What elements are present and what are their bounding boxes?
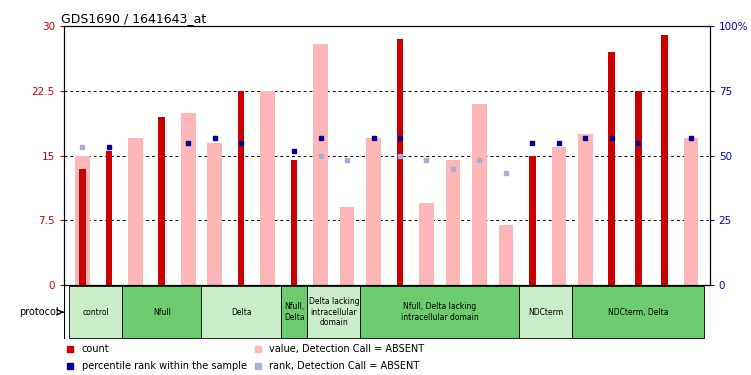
Text: Nfull, Delta lacking
intracellular domain: Nfull, Delta lacking intracellular domai… <box>401 303 478 322</box>
Bar <box>519 286 572 338</box>
Bar <box>313 44 328 285</box>
Text: GSM53395: GSM53395 <box>554 285 563 327</box>
Bar <box>397 39 403 285</box>
Text: Nfull: Nfull <box>153 308 170 316</box>
Text: GSM53397: GSM53397 <box>157 285 166 327</box>
Text: GSM53393: GSM53393 <box>78 285 87 327</box>
Text: GSM53390: GSM53390 <box>237 285 246 327</box>
Bar <box>499 225 513 285</box>
Bar <box>445 160 460 285</box>
Bar <box>578 134 593 285</box>
Text: Nfull,
Delta: Nfull, Delta <box>284 303 304 322</box>
Text: GSM53406: GSM53406 <box>290 285 299 327</box>
Bar <box>662 35 668 285</box>
Bar <box>291 160 297 285</box>
Text: GDS1690 / 1641643_at: GDS1690 / 1641643_at <box>61 12 206 25</box>
Bar <box>608 52 615 285</box>
Bar <box>551 147 566 285</box>
Text: NDCterm: NDCterm <box>528 308 563 316</box>
Text: count: count <box>82 344 110 354</box>
Bar <box>413 285 439 287</box>
Text: GSM53411: GSM53411 <box>528 285 537 326</box>
Bar <box>175 285 201 287</box>
Bar <box>366 138 381 285</box>
Bar <box>339 207 354 285</box>
Text: GSM53403: GSM53403 <box>131 285 140 327</box>
Text: GSM53401: GSM53401 <box>263 285 272 327</box>
Text: GSM53388: GSM53388 <box>342 285 351 326</box>
Text: GSM53398: GSM53398 <box>369 285 378 327</box>
Bar <box>201 285 228 287</box>
Bar <box>360 286 519 338</box>
Text: GSM53392: GSM53392 <box>396 285 405 327</box>
Bar <box>158 117 165 285</box>
Bar <box>122 285 149 287</box>
Bar <box>572 285 599 287</box>
Bar <box>439 285 466 287</box>
Bar <box>307 286 360 338</box>
Bar <box>106 151 112 285</box>
Bar <box>238 91 245 285</box>
Text: GSM53410: GSM53410 <box>502 285 511 327</box>
Text: GSM53407: GSM53407 <box>686 285 695 327</box>
Bar <box>281 286 307 338</box>
Bar <box>95 285 122 287</box>
Bar <box>625 285 651 287</box>
Text: GSM53404: GSM53404 <box>581 285 590 327</box>
Bar <box>419 203 434 285</box>
Bar <box>128 138 143 285</box>
Bar <box>599 285 625 287</box>
Bar <box>334 285 360 287</box>
Bar <box>281 285 307 287</box>
Bar <box>684 138 698 285</box>
Bar <box>149 285 175 287</box>
Text: GSM53409: GSM53409 <box>475 285 484 327</box>
Bar <box>466 285 493 287</box>
Bar <box>201 286 281 338</box>
Text: GSM53408: GSM53408 <box>210 285 219 327</box>
Text: Delta: Delta <box>231 308 252 316</box>
Text: GSM53394: GSM53394 <box>660 285 669 327</box>
Bar <box>651 285 678 287</box>
Bar <box>493 285 519 287</box>
Bar <box>122 286 201 338</box>
Text: NDCterm, Delta: NDCterm, Delta <box>608 308 668 316</box>
Bar <box>207 143 222 285</box>
Bar <box>255 285 281 287</box>
Bar <box>261 91 275 285</box>
Text: GSM53405: GSM53405 <box>448 285 457 327</box>
Bar <box>545 285 572 287</box>
Bar <box>678 285 704 287</box>
Text: percentile rank within the sample: percentile rank within the sample <box>82 361 247 371</box>
Text: GSM53391: GSM53391 <box>634 285 643 327</box>
Text: GSM53389: GSM53389 <box>608 285 617 327</box>
Text: control: control <box>82 308 109 316</box>
Bar <box>75 156 89 285</box>
Text: GSM53402: GSM53402 <box>316 285 325 327</box>
Text: GSM53396: GSM53396 <box>104 285 113 327</box>
Text: protocol: protocol <box>19 307 59 317</box>
Bar <box>529 156 535 285</box>
Bar <box>387 285 413 287</box>
Bar <box>228 285 255 287</box>
Text: GSM53399: GSM53399 <box>184 285 193 327</box>
Bar <box>69 286 122 338</box>
Bar <box>307 285 334 287</box>
Text: value, Detection Call = ABSENT: value, Detection Call = ABSENT <box>269 344 424 354</box>
Bar <box>360 285 387 287</box>
Bar <box>79 169 86 285</box>
Text: rank, Detection Call = ABSENT: rank, Detection Call = ABSENT <box>269 361 420 371</box>
Text: Delta lacking
intracellular
domain: Delta lacking intracellular domain <box>309 297 359 327</box>
Bar <box>472 104 487 285</box>
Bar <box>181 112 195 285</box>
Text: GSM53400: GSM53400 <box>422 285 431 327</box>
Bar <box>69 285 95 287</box>
Bar <box>572 286 704 338</box>
Bar <box>519 285 545 287</box>
Bar <box>635 91 641 285</box>
